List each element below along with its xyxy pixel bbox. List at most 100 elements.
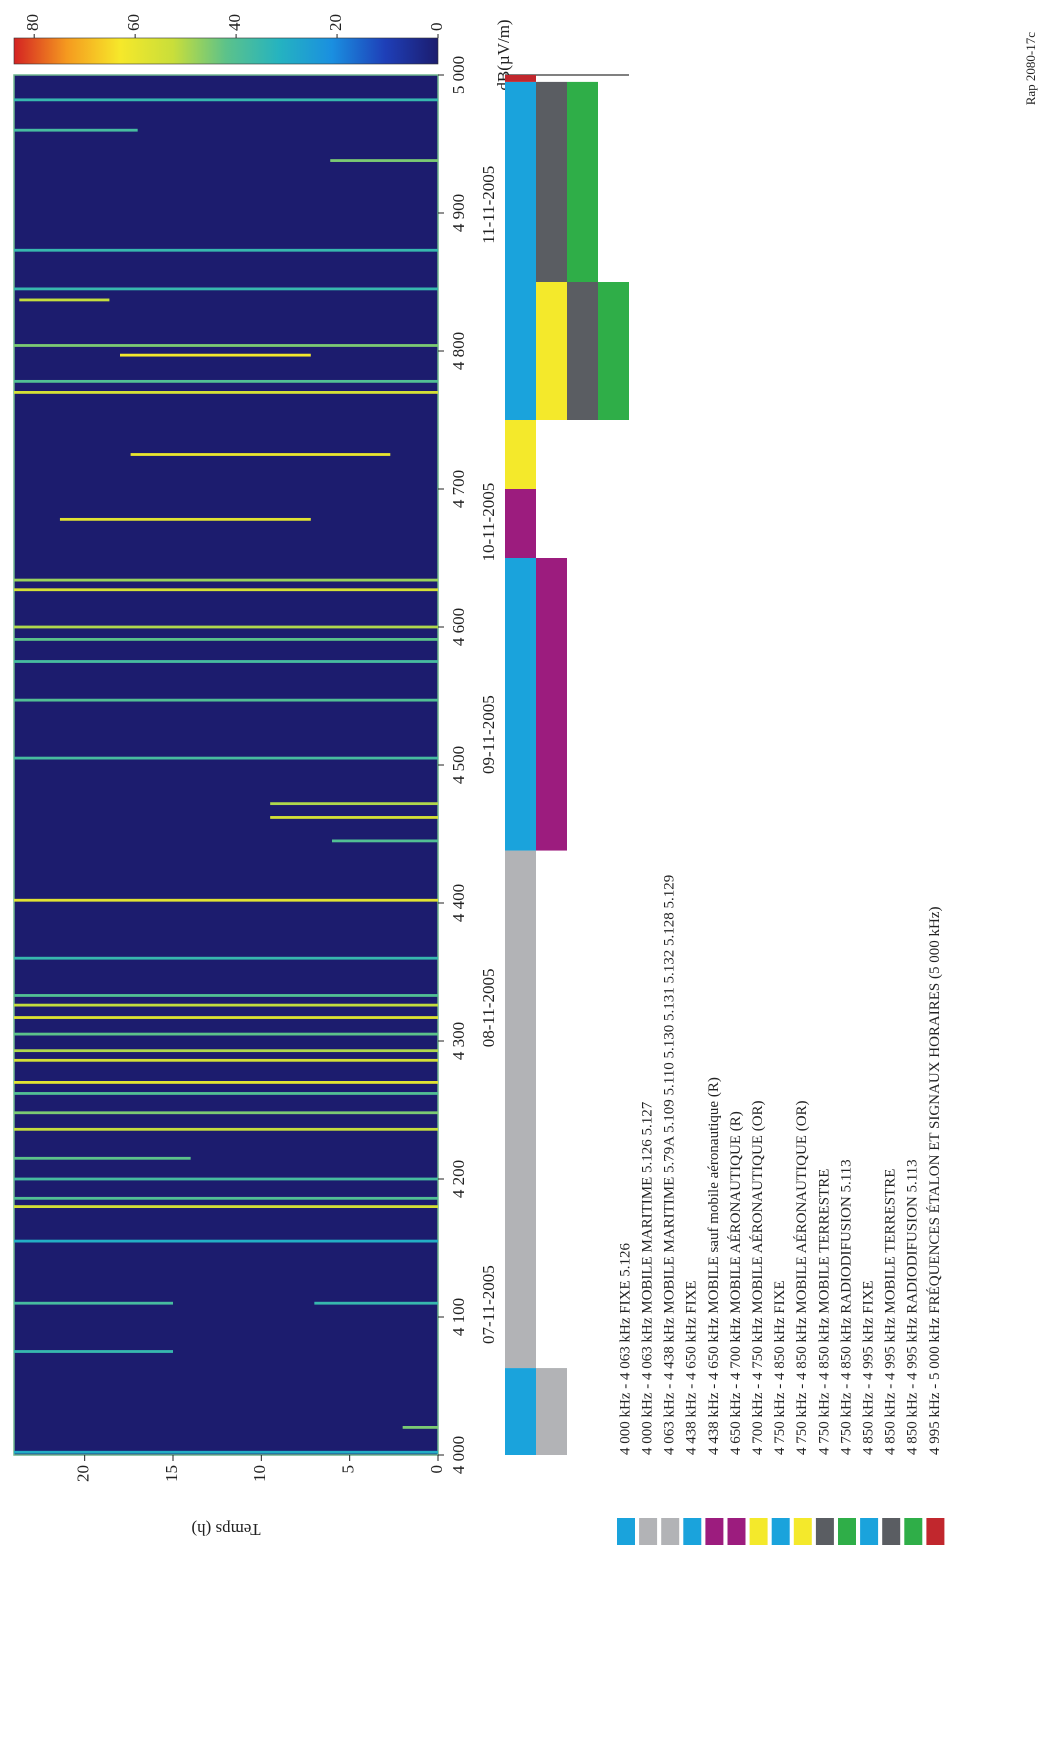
- signal-trace: [14, 98, 438, 102]
- legend-label: 4 850 kHz - 4 995 kHz MOBILE TERRESTRE: [883, 1169, 899, 1455]
- signal-trace: [14, 1032, 438, 1036]
- y-tick-label: 15: [162, 1465, 181, 1482]
- signal-trace: [14, 1301, 173, 1305]
- signal-trace: [270, 816, 438, 819]
- signal-trace: [130, 453, 391, 456]
- legend-swatch: [815, 1518, 834, 1545]
- signal-trace: [14, 638, 438, 641]
- y-tick-label: 10: [250, 1465, 269, 1482]
- signal-trace: [14, 1156, 191, 1160]
- x-tick-label: 4 400: [449, 884, 468, 922]
- colorbar-tick-label: 0: [427, 23, 446, 32]
- y-tick-label: 20: [74, 1465, 93, 1482]
- signal-trace: [270, 802, 438, 806]
- legend-label: 4 700 kHz - 4 750 kHz MOBILE AÉRONAUTIQU…: [749, 1100, 766, 1455]
- allocation-bar: [567, 81, 598, 282]
- colorbar: [13, 37, 439, 65]
- signal-trace: [14, 588, 438, 592]
- legend-label: 4 000 kHz - 4 063 kHz MOBILE MARITIME 5.…: [640, 1101, 656, 1455]
- allocation-bar: [598, 282, 629, 420]
- legend-swatch: [771, 1518, 790, 1545]
- allocation-bar: [505, 282, 536, 420]
- signal-trace: [14, 1058, 438, 1062]
- signal-trace: [314, 1301, 439, 1305]
- legend-swatch: [639, 1518, 658, 1545]
- legend-swatch: [661, 1518, 680, 1545]
- signal-trace: [14, 1003, 438, 1007]
- signal-trace: [19, 298, 110, 302]
- signal-trace: [14, 1196, 438, 1200]
- signal-trace: [14, 1205, 438, 1208]
- x-tick-label: 5 000: [449, 56, 468, 94]
- legend-swatch: [838, 1518, 856, 1545]
- signal-trace: [14, 344, 438, 347]
- allocation-bar: [505, 81, 536, 282]
- allocation-bar: [536, 282, 567, 420]
- legend-label: 4 750 kHz - 4 850 kHz MOBILE AÉRONAUTIQU…: [793, 1100, 810, 1455]
- legend-swatch: [683, 1518, 702, 1545]
- signal-trace: [14, 698, 438, 702]
- signal-trace: [14, 1092, 438, 1095]
- signal-trace: [14, 898, 438, 902]
- signal-trace: [14, 248, 438, 252]
- figure-ref: Rap 2080-17c: [1023, 32, 1038, 106]
- x-tick-label: 4 100: [449, 1298, 468, 1336]
- x-tick-label: 4 900: [449, 194, 468, 232]
- allocation-bar: [505, 850, 536, 1369]
- signal-trace: [14, 756, 438, 760]
- landscape-frame: Temps (h) dB(µV/m) Rap 2080-17c 0 5 10 15 20…: [13, 14, 1038, 1545]
- signal-trace: [14, 1239, 438, 1243]
- legend-swatch: [705, 1518, 724, 1545]
- legend-label: 4 850 kHz - 4 995 kHz FIXE: [861, 1280, 877, 1455]
- legend-label: 4 650 kHz - 4 700 kHz MOBILE AÉRONAUTIQU…: [727, 1111, 744, 1455]
- allocation-bar: [505, 75, 536, 82]
- x-tick-label: 4 800: [449, 332, 468, 370]
- signal-trace: [14, 1080, 438, 1084]
- signal-trace: [14, 956, 438, 960]
- legend-label: 4 438 kHz - 4 650 kHz MOBILE sauf mobile…: [706, 1077, 722, 1455]
- x-tick-label: 4 700: [449, 470, 468, 508]
- allocation-bar: [536, 558, 567, 851]
- allocation-bar: [505, 558, 536, 851]
- legend-label: 4 750 kHz - 4 850 kHz RADIODIFUSION 5.11…: [838, 1159, 854, 1455]
- colorbar-tick-label: 40: [225, 14, 244, 31]
- y-axis-title: Temps (h): [191, 1520, 260, 1539]
- signal-trace: [330, 159, 439, 162]
- signal-trace: [120, 353, 311, 357]
- signal-trace: [14, 1111, 438, 1115]
- legend-label: 4 750 kHz - 4 850 kHz MOBILE TERRESTRE: [816, 1169, 832, 1455]
- signal-trace: [14, 625, 438, 629]
- allocation-bar: [536, 81, 567, 282]
- signal-trace: [14, 1016, 438, 1019]
- signal-trace: [14, 391, 438, 394]
- signal-trace: [14, 379, 438, 383]
- legend-label: 4 063 kHz - 4 438 kHz MOBILE MARITIME 5.…: [662, 875, 678, 1455]
- signal-trace: [14, 1127, 438, 1131]
- legend-label: 4 000 kHz - 4 063 kHz FIXE 5.126: [617, 1242, 633, 1455]
- legend-swatch: [727, 1518, 746, 1545]
- signal-trace: [14, 287, 438, 291]
- date-label: 10-11-2005: [479, 483, 498, 562]
- allocation-bar: [505, 489, 536, 558]
- colorbar-unit: dB(µV/m): [494, 19, 513, 90]
- signal-trace: [14, 660, 438, 663]
- allocation-bar: [505, 1368, 536, 1455]
- signal-trace: [14, 128, 138, 132]
- x-tick-label: 4 000: [449, 1436, 468, 1474]
- legend-label: 4 850 kHz - 4 995 kHz RADIODIFUSION 5.11…: [905, 1159, 921, 1455]
- legend-swatch: [617, 1518, 635, 1545]
- legend-label: 4 438 kHz - 4 650 kHz FIXE: [684, 1280, 700, 1455]
- signal-trace: [402, 1425, 438, 1429]
- allocation-bar: [505, 420, 536, 489]
- x-tick-label: 4 200: [449, 1160, 468, 1198]
- signal-trace: [14, 994, 438, 997]
- y-tick-label: 5: [339, 1465, 358, 1474]
- x-tick-label: 4 300: [449, 1022, 468, 1060]
- legend-swatch: [882, 1518, 901, 1545]
- signal-trace: [59, 517, 311, 521]
- signal-trace: [14, 1450, 438, 1454]
- date-label: 09-11-2005: [479, 695, 498, 774]
- colorbar-tick-label: 60: [124, 14, 143, 31]
